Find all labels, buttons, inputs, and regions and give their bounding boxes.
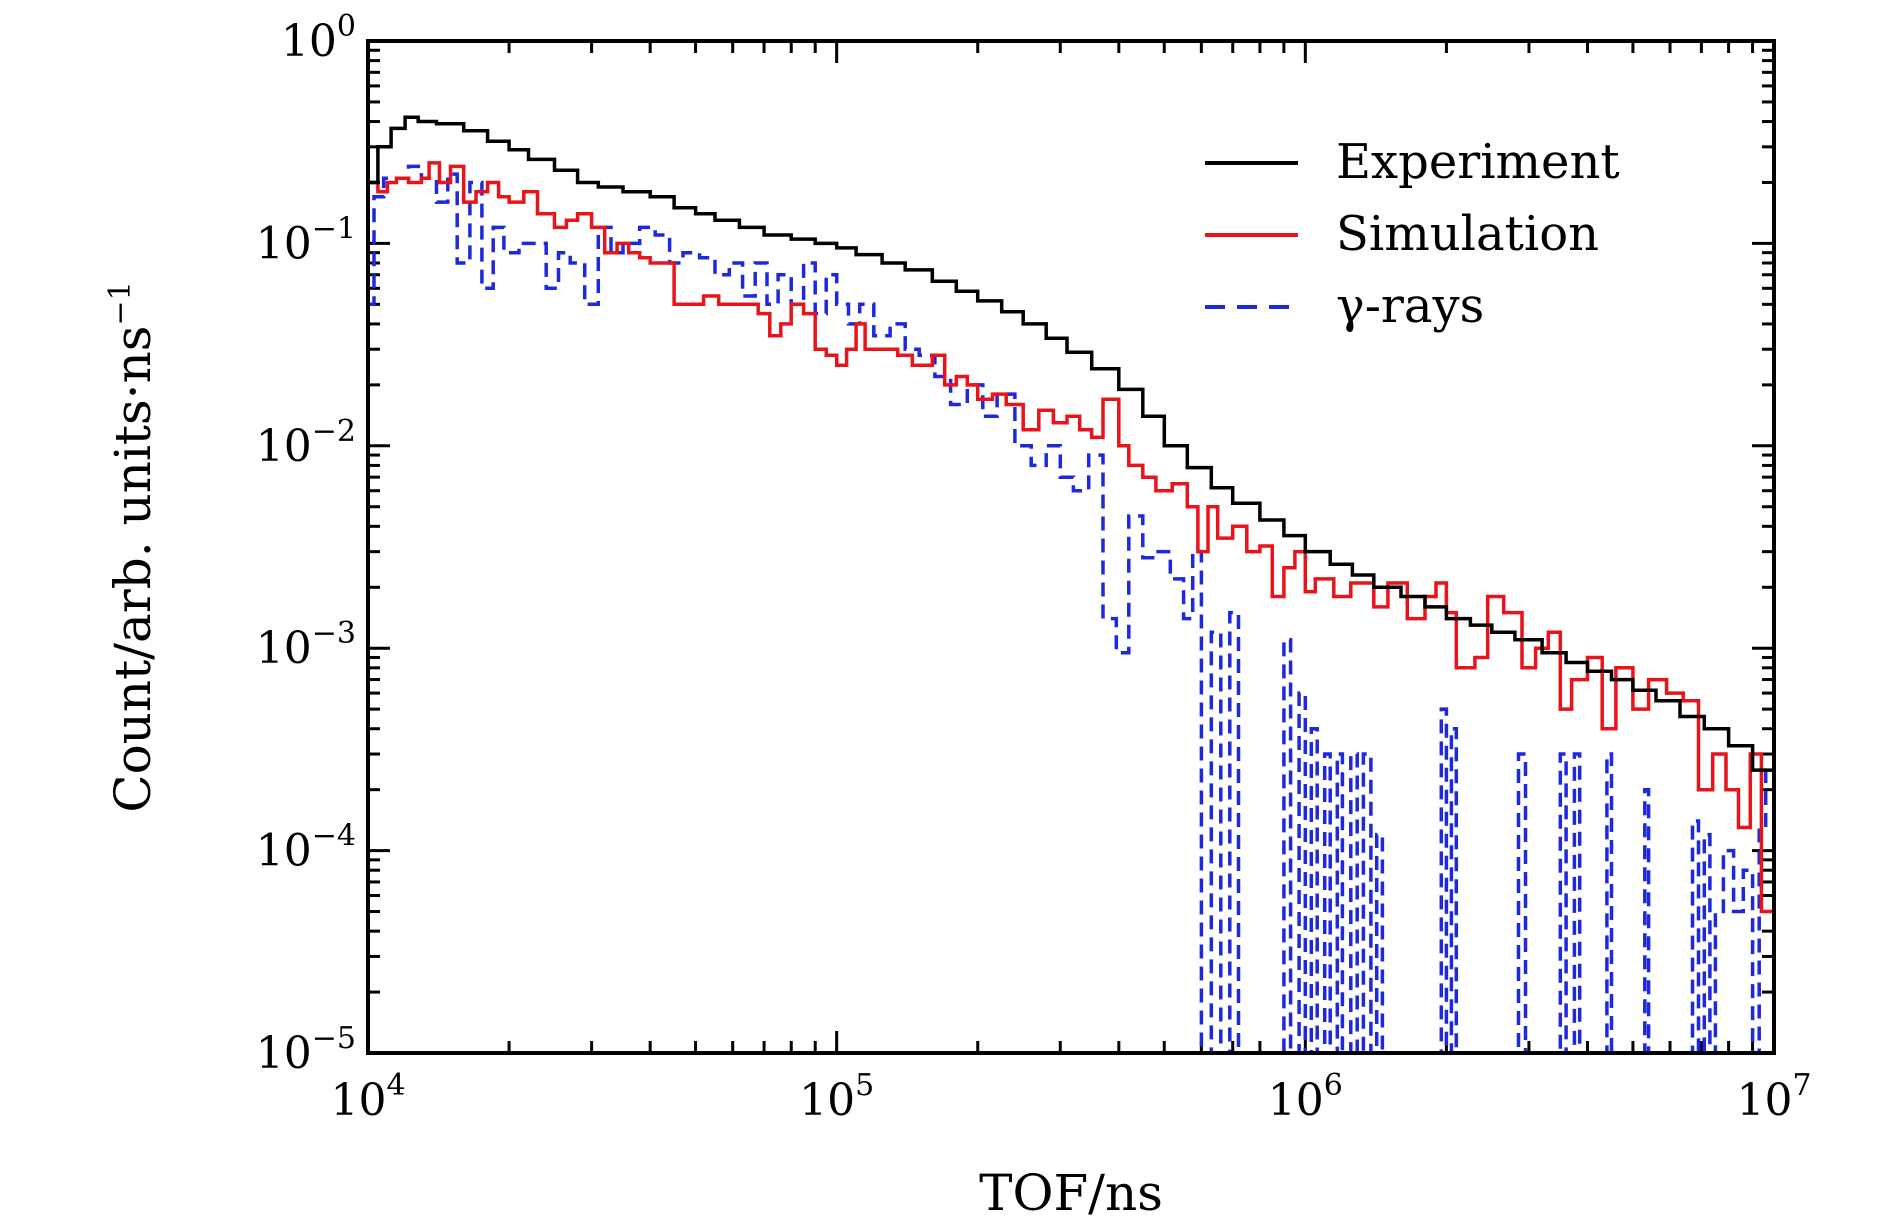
- y-tick-label: 10−4: [256, 819, 356, 877]
- legend-label: Experiment: [1336, 134, 1620, 190]
- y-axis-title-sup: −1: [103, 281, 138, 325]
- series-line-experiment: [368, 115, 1776, 815]
- x-tick-label: 107: [1736, 1068, 1811, 1126]
- y-tick-label-exp: −4: [312, 819, 356, 854]
- y-tick-label-base: 10: [281, 16, 337, 67]
- y-tick-label: 10−1: [256, 211, 356, 269]
- x-tick-label-exp: 4: [386, 1068, 405, 1103]
- y-axis-title: Count/arb. units·ns−1: [103, 281, 162, 812]
- y-tick-label-exp: −3: [312, 616, 356, 651]
- legend-label: γ-rays: [1336, 278, 1484, 334]
- y-tick-label-base: 10: [256, 826, 312, 877]
- y-tick-label: 10−5: [256, 1021, 356, 1079]
- x-tick-label-exp: 5: [855, 1068, 874, 1103]
- x-tick-label: 106: [1268, 1068, 1343, 1126]
- x-tick-label-exp: 7: [1792, 1068, 1811, 1103]
- y-tick-label-exp: −2: [312, 414, 356, 449]
- x-tick-label-base: 10: [799, 1075, 855, 1126]
- plot-frame: [366, 39, 1776, 1055]
- axis-ticks: [366, 41, 1774, 1055]
- legend: Experiment Simulation γ-rays: [1205, 134, 1620, 334]
- y-tick-label: 100: [281, 9, 356, 67]
- y-tick-label-exp: −5: [312, 1021, 356, 1056]
- y-tick-label: 10−3: [256, 616, 356, 674]
- series-line-simulation: [368, 161, 1776, 1053]
- y-tick-label-exp: 0: [337, 9, 356, 44]
- y-tick-label-exp: −1: [312, 211, 356, 246]
- x-tick-label: 104: [330, 1068, 405, 1126]
- legend-label: Simulation: [1336, 206, 1599, 262]
- y-tick-label-base: 10: [256, 1028, 312, 1079]
- x-tick-label-base: 10: [1736, 1075, 1792, 1126]
- y-tick-label-base: 10: [256, 421, 312, 472]
- y-tick-label-base: 10: [256, 218, 312, 269]
- x-tick-label-base: 10: [330, 1075, 386, 1126]
- x-axis-title: TOF/ns: [979, 1164, 1163, 1222]
- series-line-gamma-rays: [368, 164, 1774, 1055]
- y-tick-label: 10−2: [256, 414, 356, 472]
- x-tick-label-base: 10: [1268, 1075, 1324, 1126]
- x-tick-label: 105: [799, 1068, 874, 1126]
- y-axis-title-main: Count/arb. units·ns: [104, 326, 162, 813]
- y-tick-label-base: 10: [256, 623, 312, 674]
- x-tick-label-exp: 6: [1324, 1068, 1343, 1103]
